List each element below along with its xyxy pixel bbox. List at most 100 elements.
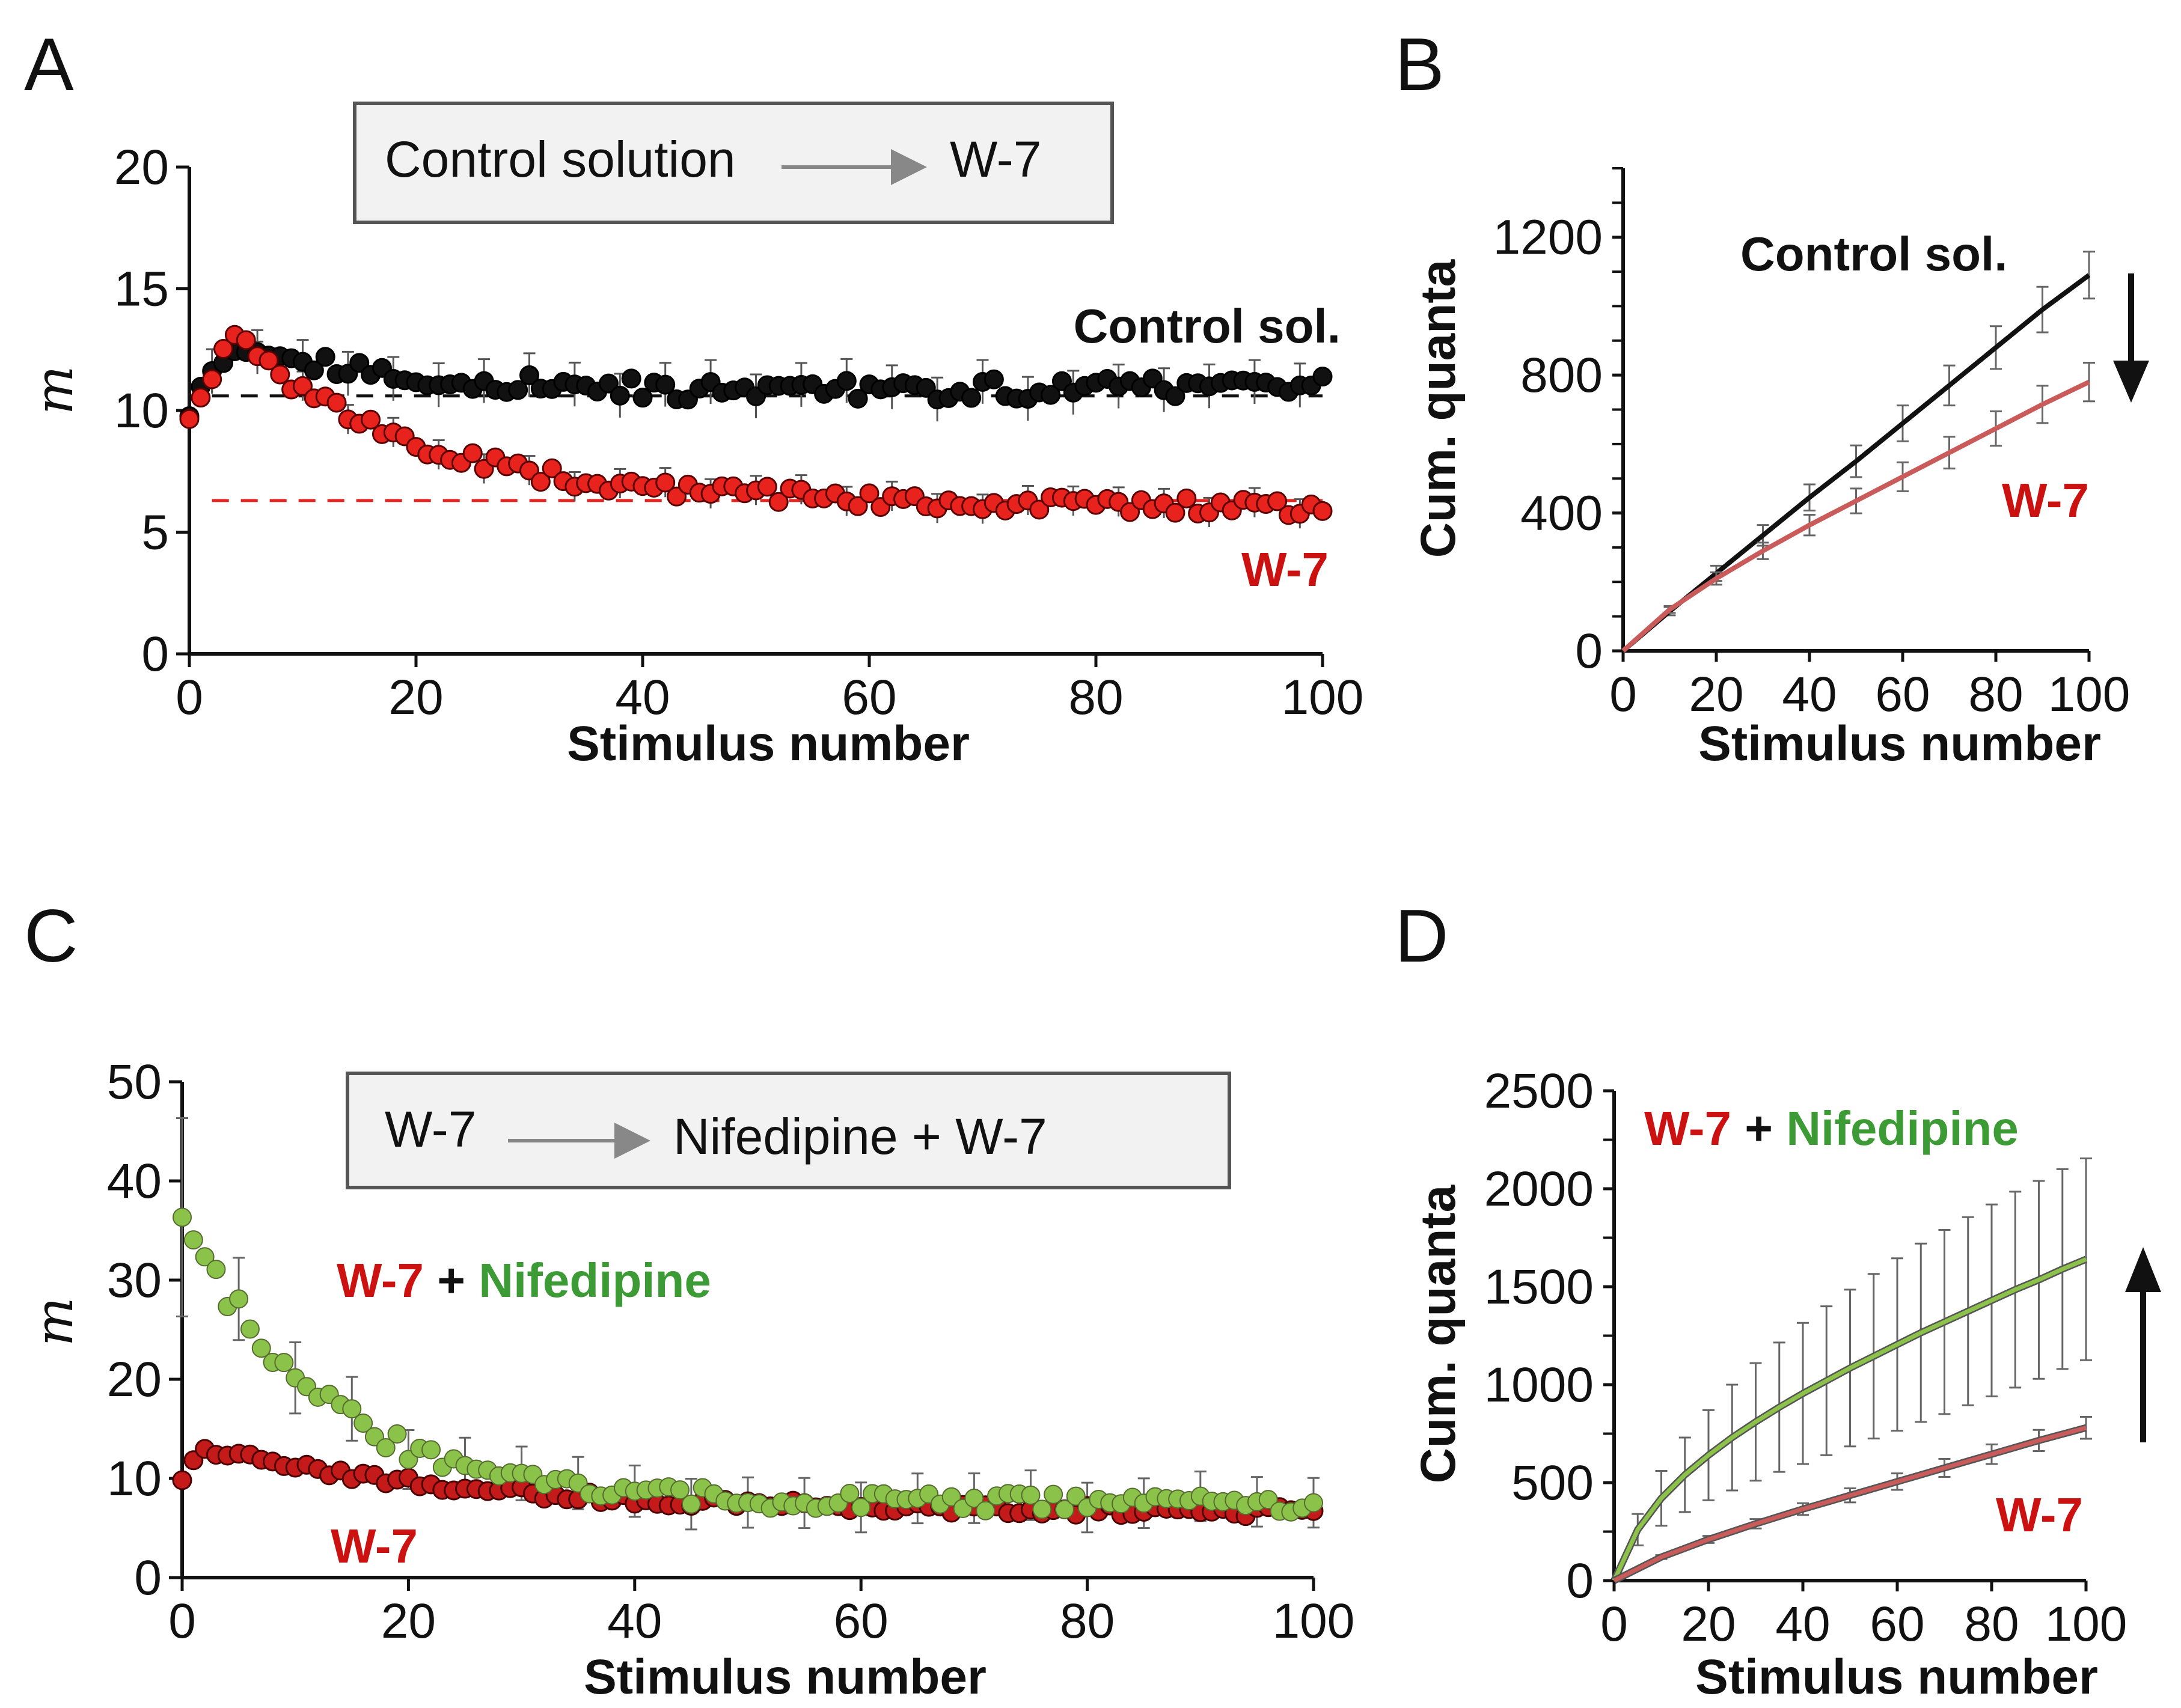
arrow-up-icon [2125, 1247, 2161, 1442]
anno-control-b: Control sol. [1740, 227, 2007, 281]
point-nif-c [1066, 1486, 1086, 1506]
panel-c: C W-7 Nifedipine + W-7 0 20 40 60 80 100 0 10 20… [24, 895, 1354, 1704]
anno-plus-d: + [1731, 1102, 1786, 1155]
anno-w7-bottom-c: W-7 [331, 1519, 418, 1573]
panel-label-c: C [24, 895, 78, 978]
point-control-a [349, 353, 370, 373]
point-nif-c [173, 1207, 192, 1227]
point-control-a [655, 374, 676, 395]
point-control-a [961, 388, 982, 408]
x-tick-label-d: 20 [1681, 1597, 1736, 1652]
panel-label-a: A [24, 23, 74, 106]
x-tick-label-a: 60 [842, 670, 896, 725]
arrow-down-icon [2113, 273, 2149, 403]
anno-plus-c: + [424, 1254, 479, 1307]
x-axis-title-d: Stimulus number [1695, 1650, 2098, 1704]
point-nif-c [421, 1440, 441, 1460]
point-w7-a [202, 369, 222, 389]
point-control-a [610, 385, 630, 406]
point-nif-c [1044, 1484, 1063, 1504]
legend-box-c [346, 1072, 1231, 1189]
point-nif-c [941, 1487, 961, 1507]
point-w7-a [1176, 488, 1197, 508]
y-tick-label-c: 50 [107, 1055, 162, 1109]
point-control-a [1041, 385, 1061, 405]
point-w7-a [462, 443, 483, 463]
anno-legend-c: W-7 + Nifedipine [337, 1254, 711, 1307]
point-w7-c [172, 1470, 192, 1490]
point-control-a [519, 365, 539, 385]
y-axis-title-c: m [25, 1297, 85, 1346]
point-nif-c [274, 1353, 294, 1373]
anno-w7-bottom-d: W-7 [1996, 1488, 2083, 1542]
line-w7-d [1613, 1426, 2087, 1583]
point-w7-a [530, 472, 551, 492]
legend-box-a [353, 102, 1114, 224]
y-tick-label-b: 800 [1520, 348, 1603, 403]
point-nif-c [1021, 1485, 1041, 1505]
point-w7-a [361, 409, 381, 430]
y-tick-label-c: 0 [134, 1551, 162, 1605]
y-tick-label-a: 5 [141, 505, 169, 560]
x-tick-label-c: 40 [607, 1594, 662, 1649]
point-nif-c [342, 1399, 362, 1419]
y-tick-label-a: 20 [114, 140, 169, 195]
x-tick-label-d: 80 [1964, 1597, 2019, 1652]
point-nif-c [1032, 1499, 1052, 1519]
point-control-a [983, 369, 1004, 389]
point-w7-a [179, 409, 200, 429]
point-nif-c [195, 1247, 215, 1267]
x-tick-label-b: 40 [1782, 667, 1837, 722]
x-axis-title-b: Stimulus number [1698, 716, 2101, 771]
point-w7-a [1312, 501, 1333, 521]
x-tick-label-a: 80 [1068, 670, 1123, 725]
y-tick-label-d: 1000 [1484, 1358, 1594, 1412]
point-w7-a [667, 486, 687, 507]
y-tick-label-c: 10 [107, 1451, 162, 1506]
anno-control-a: Control sol. [1074, 299, 1341, 353]
point-w7-a [757, 477, 777, 497]
point-nif-c [1054, 1499, 1074, 1519]
point-w7-a [270, 364, 290, 385]
point-w7-a [326, 392, 347, 413]
point-w7-a [213, 339, 234, 359]
y-tick-label-a: 15 [114, 262, 169, 317]
point-w7-a [258, 350, 279, 371]
point-w7-a [768, 492, 789, 512]
y-tick-label-d: 1500 [1484, 1260, 1594, 1314]
point-w7-a [542, 458, 562, 478]
anno-w7-b: W-7 [2002, 474, 2089, 527]
point-nif-c [681, 1494, 701, 1514]
y-tick-label-a: 0 [141, 627, 169, 682]
y-tick-label-b: 1200 [1493, 210, 1603, 265]
y-tick-label-d: 0 [1566, 1554, 1594, 1608]
anno-w7-a: W-7 [1241, 543, 1329, 596]
point-nif-c [840, 1484, 860, 1504]
panel-label-d: D [1395, 895, 1449, 978]
point-nif-c [251, 1338, 271, 1358]
anno-nif-d: Nifedipine [1786, 1102, 2019, 1155]
x-tick-label-c: 100 [1273, 1594, 1355, 1649]
anno-w7-c: W-7 [337, 1254, 424, 1307]
point-control-a [315, 347, 335, 367]
y-tick-label-d: 2000 [1484, 1162, 1594, 1216]
point-nif-c [206, 1260, 226, 1279]
legend-to-a: W-7 [950, 131, 1041, 188]
legend-to-c: Nifedipine + W-7 [673, 1108, 1047, 1165]
y-tick-label-b: 0 [1575, 624, 1603, 679]
point-w7-a [191, 388, 211, 408]
point-nif-c [376, 1438, 396, 1457]
y-axis-title-a: m [25, 365, 85, 415]
panel-label-b: B [1395, 23, 1445, 106]
anno-nif-c: Nifedipine [479, 1254, 711, 1307]
line-nif-d [1612, 1257, 2087, 1582]
point-w7-a [1267, 491, 1288, 511]
point-control-a [848, 388, 868, 409]
point-nif-c [353, 1414, 373, 1433]
x-tick-label-a: 40 [615, 670, 670, 725]
x-tick-label-b: 0 [1609, 667, 1637, 722]
point-w7-a [1165, 502, 1185, 523]
y-tick-label-c: 40 [107, 1154, 162, 1209]
y-axis-title-b: Cum. quanta [1411, 258, 1466, 558]
y-tick-label-c: 30 [107, 1253, 162, 1308]
